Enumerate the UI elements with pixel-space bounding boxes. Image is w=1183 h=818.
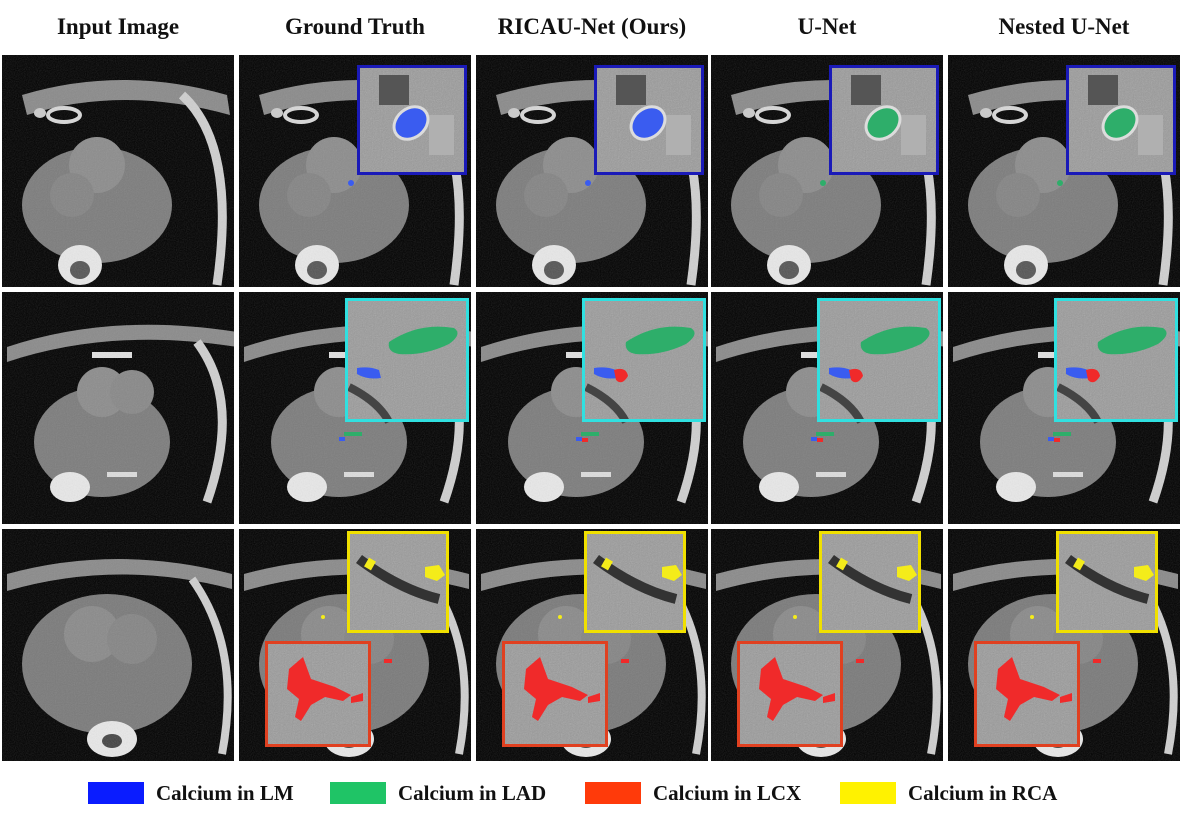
ct-image-row3-ground_truth: [239, 529, 471, 761]
zoom-inset: [829, 65, 939, 175]
ct-image-row1-ricau: [476, 55, 708, 287]
ct-image-row3-nested: [948, 529, 1180, 761]
column-title-input-image: Input Image: [56, 14, 180, 39]
legend-label-lm: Calcium in LM: [156, 780, 294, 805]
ct-image-row2-input: [2, 292, 234, 524]
legend-swatch-lcx: [585, 782, 641, 804]
ct-image-row3-input: [2, 529, 234, 761]
legend-swatch-rca: [840, 782, 896, 804]
column-title-nested-u-net: Nested U-Net: [998, 14, 1130, 39]
ct-image-row2-nested: [948, 292, 1180, 524]
ct-image-row1-unet: [711, 55, 943, 287]
zoom-inset: [1056, 531, 1158, 633]
ct-image-row2-ground_truth: [239, 292, 471, 524]
zoom-inset: [582, 298, 706, 424]
legend-label-rca: Calcium in RCA: [908, 780, 1058, 805]
legend-label-lcx: Calcium in LCX: [653, 780, 802, 805]
legend-swatch-lm: [88, 782, 144, 804]
column-title-u-net: U-Net: [797, 14, 857, 39]
legend: Calcium in LM Calcium in LAD Calcium in …: [0, 778, 1183, 808]
zoom-inset: [265, 641, 371, 747]
zoom-inset: [357, 65, 467, 175]
legend-label-lad: Calcium in LAD: [398, 780, 547, 805]
zoom-inset: [974, 641, 1080, 747]
ct-image-row2-unet: [711, 292, 943, 524]
legend-item-lad: Calcium in LAD: [330, 778, 546, 808]
zoom-inset: [817, 298, 941, 424]
column-title-ricau-net: RICAU-Net (Ours): [497, 14, 687, 39]
zoom-inset: [584, 531, 686, 633]
legend-item-rca: Calcium in RCA: [840, 778, 1057, 808]
ct-image-row2-ricau: [476, 292, 708, 524]
zoom-inset: [737, 641, 843, 747]
zoom-inset: [1054, 298, 1178, 424]
ct-image-row3-unet: [711, 529, 943, 761]
legend-swatch-lad: [330, 782, 386, 804]
zoom-inset: [502, 641, 608, 747]
ct-image-row3-ricau: [476, 529, 708, 761]
legend-item-lm: Calcium in LM: [88, 778, 294, 808]
zoom-inset: [347, 531, 449, 633]
column-title-ground-truth: Ground Truth: [285, 14, 425, 39]
ct-image-row1-ground_truth: [239, 55, 471, 287]
ct-image-row1-nested: [948, 55, 1180, 287]
legend-item-lcx: Calcium in LCX: [585, 778, 801, 808]
zoom-inset: [819, 531, 921, 633]
zoom-inset: [1066, 65, 1176, 175]
ct-image-row1-input: [2, 55, 234, 287]
zoom-inset: [594, 65, 704, 175]
zoom-inset: [345, 298, 469, 424]
